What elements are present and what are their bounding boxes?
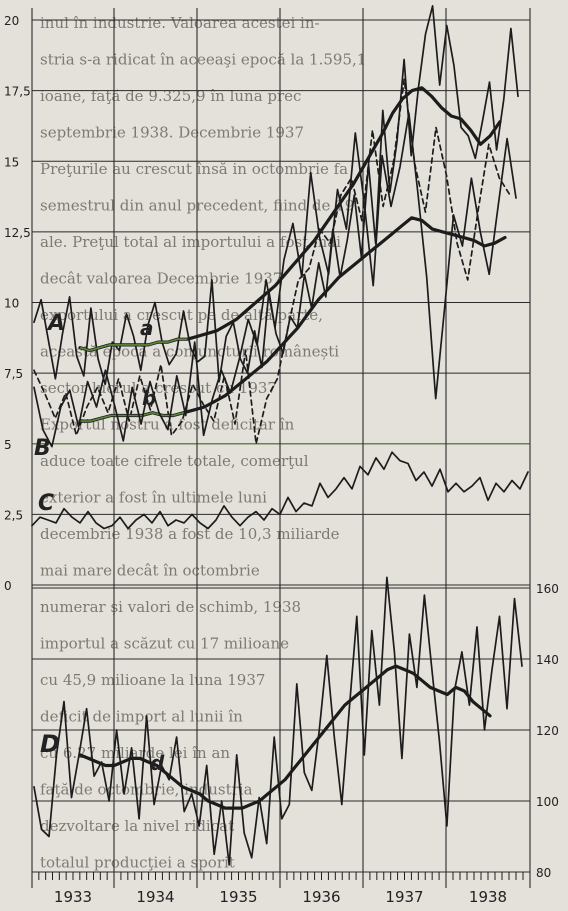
bleed-text-line: mai mare decât în octombrie bbox=[40, 562, 260, 580]
bleed-text-line: ale. Preţul total al importului a fost m… bbox=[40, 233, 341, 251]
series-label-d: d bbox=[150, 751, 165, 775]
bleed-text-line: deficit de import al lunii în bbox=[40, 708, 243, 726]
bleed-text-line: Exportul nostru a fost deficitar în bbox=[40, 416, 295, 434]
x-year-label-1938: 1938 bbox=[469, 888, 507, 906]
bleed-text-line: ioane, faţă de 9.325,9 în luna prec bbox=[40, 87, 301, 105]
x-year-label-1934: 1934 bbox=[136, 888, 174, 906]
background-bleed-text: inul în industrie. Valoarea acestei in-s… bbox=[40, 14, 366, 872]
y-tick-label-100: 100 bbox=[536, 795, 559, 809]
bleed-text-line: decât valoarea Decembrie 1937 bbox=[40, 270, 282, 288]
y-tick-label-0: 0 bbox=[4, 579, 12, 593]
y-tick-label-17-5: 17,5 bbox=[4, 85, 31, 99]
series-b-green-tint bbox=[80, 411, 184, 422]
bleed-text-line: inul în industrie. Valoarea acestei in- bbox=[40, 14, 320, 32]
bleed-text-line: aduce toate cifrele totale, comerţul bbox=[40, 452, 309, 470]
y-tick-label-12-5: 12,5 bbox=[4, 226, 31, 240]
bleed-text-line: cu 45,9 milioane la luna 1937 bbox=[40, 671, 265, 689]
x-axis-years: 1933 1934 1935 1936 1937 1938 bbox=[54, 888, 507, 906]
series-label-c: C bbox=[38, 491, 54, 516]
y-tick-label-2-5: 2,5 bbox=[4, 508, 23, 522]
series-d-smooth-line bbox=[78, 664, 492, 810]
y-tick-label-120: 120 bbox=[536, 724, 559, 738]
y-tick-label-15: 15 bbox=[4, 155, 19, 169]
bleed-text-line: Preţurile au crescut însă in octombrie f… bbox=[40, 160, 348, 178]
x-year-label-1935: 1935 bbox=[219, 888, 257, 906]
series-label-a: A bbox=[46, 311, 65, 336]
series-label-d: D bbox=[40, 730, 60, 758]
bleed-text-line: totalul producţiei a sporit bbox=[40, 854, 235, 872]
y-tick-label-5: 5 bbox=[4, 438, 12, 452]
series-c-solid-line bbox=[31, 451, 529, 530]
bleed-text-line: stria s-a ridicat în aceeaşi epocă la 1.… bbox=[40, 51, 366, 69]
x-year-label-1933: 1933 bbox=[54, 888, 92, 906]
series-label-b: B bbox=[34, 436, 51, 461]
series-b-solid-line bbox=[33, 112, 517, 448]
series-d-solid-line bbox=[33, 576, 523, 866]
bleed-text-line: dezvoltare la nivel ridicat bbox=[40, 817, 234, 835]
y-tick-label-10: 10 bbox=[4, 297, 19, 311]
x-year-label-1936: 1936 bbox=[302, 888, 340, 906]
y-tick-label-80: 80 bbox=[536, 866, 551, 880]
series-a-green-tint bbox=[79, 338, 188, 352]
bleed-text-line: importul a scăzut cu 17 milioane bbox=[40, 635, 289, 653]
bleed-text-line: exportului a crescut pe de altă parte, bbox=[40, 306, 323, 324]
series-label-b: b bbox=[142, 386, 156, 410]
bleed-text-line: septembrie 1938. Decembrie 1937 bbox=[40, 124, 304, 142]
series-b-dashed-line bbox=[33, 78, 511, 445]
y-tick-label-160: 160 bbox=[536, 582, 559, 596]
y-tick-label-20: 20 bbox=[4, 14, 19, 28]
x-year-label-1937: 1937 bbox=[385, 888, 423, 906]
series-label-a: a bbox=[140, 316, 154, 340]
bleed-text-line: decembrie 1938 a fost de 10,3 miliarde bbox=[40, 525, 340, 543]
y-tick-label-7-5: 7,5 bbox=[4, 367, 23, 381]
upper-y-axis-ticks: 20 17,5 15 12,5 10 7,5 5 2,5 0 bbox=[4, 14, 31, 593]
lower-y-axis-ticks: 160 140 120 100 80 bbox=[536, 582, 559, 880]
bleed-text-line: numerar și valori de schimb, 1938 bbox=[40, 598, 301, 616]
series-layer bbox=[31, 5, 529, 866]
y-tick-label-140: 140 bbox=[536, 653, 559, 667]
bleed-text-line: exterior a fost în ultimele luni bbox=[40, 489, 267, 507]
